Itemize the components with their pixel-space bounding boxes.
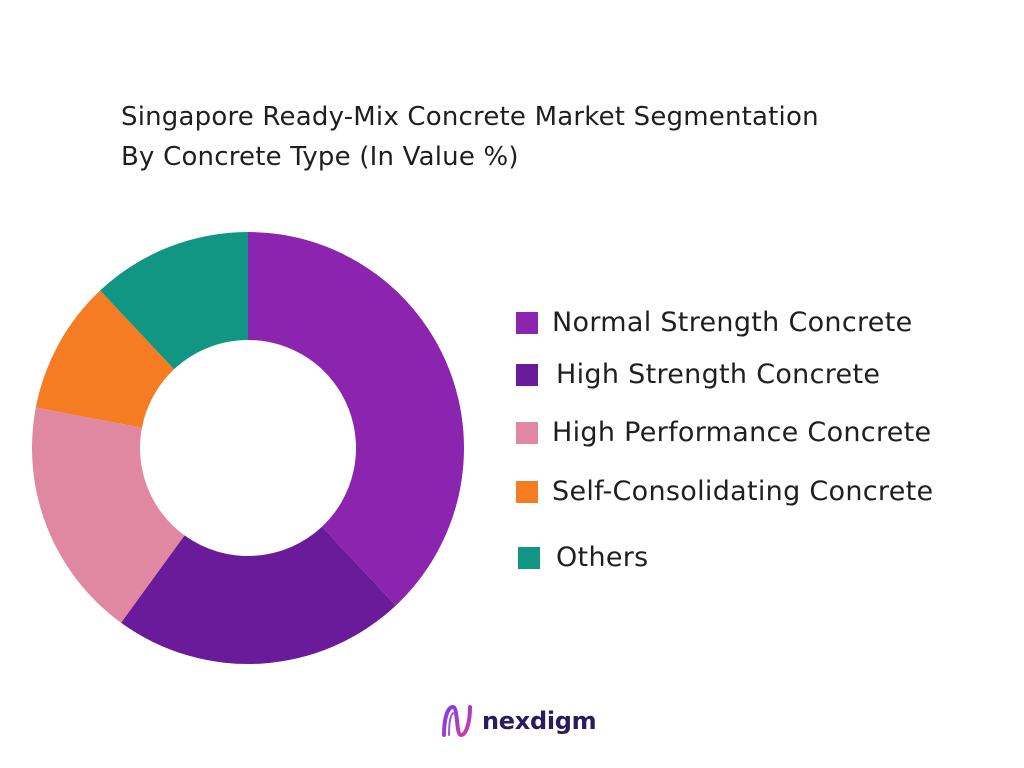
chart-title-line-1: Singapore Ready-Mix Concrete Market Segm…	[121, 102, 819, 132]
brand-logo: nexdigm	[440, 703, 597, 739]
brand-name: nexdigm	[482, 707, 597, 735]
nexdigm-logo-icon	[442, 704, 472, 738]
donut-slice-self-consolidating-concrete	[35, 290, 175, 428]
chart-title-line-2: By Concrete Type (In Value %)	[121, 142, 519, 172]
donut-slice-normal-strength-concrete	[248, 232, 464, 606]
chart-title: Singapore Ready-Mix Concrete Market Segm…	[121, 97, 819, 177]
donut-slice-high-performance-concrete	[31, 407, 185, 623]
donut-slice-others	[100, 232, 249, 370]
donut-slice-high-strength-concrete	[121, 526, 396, 665]
